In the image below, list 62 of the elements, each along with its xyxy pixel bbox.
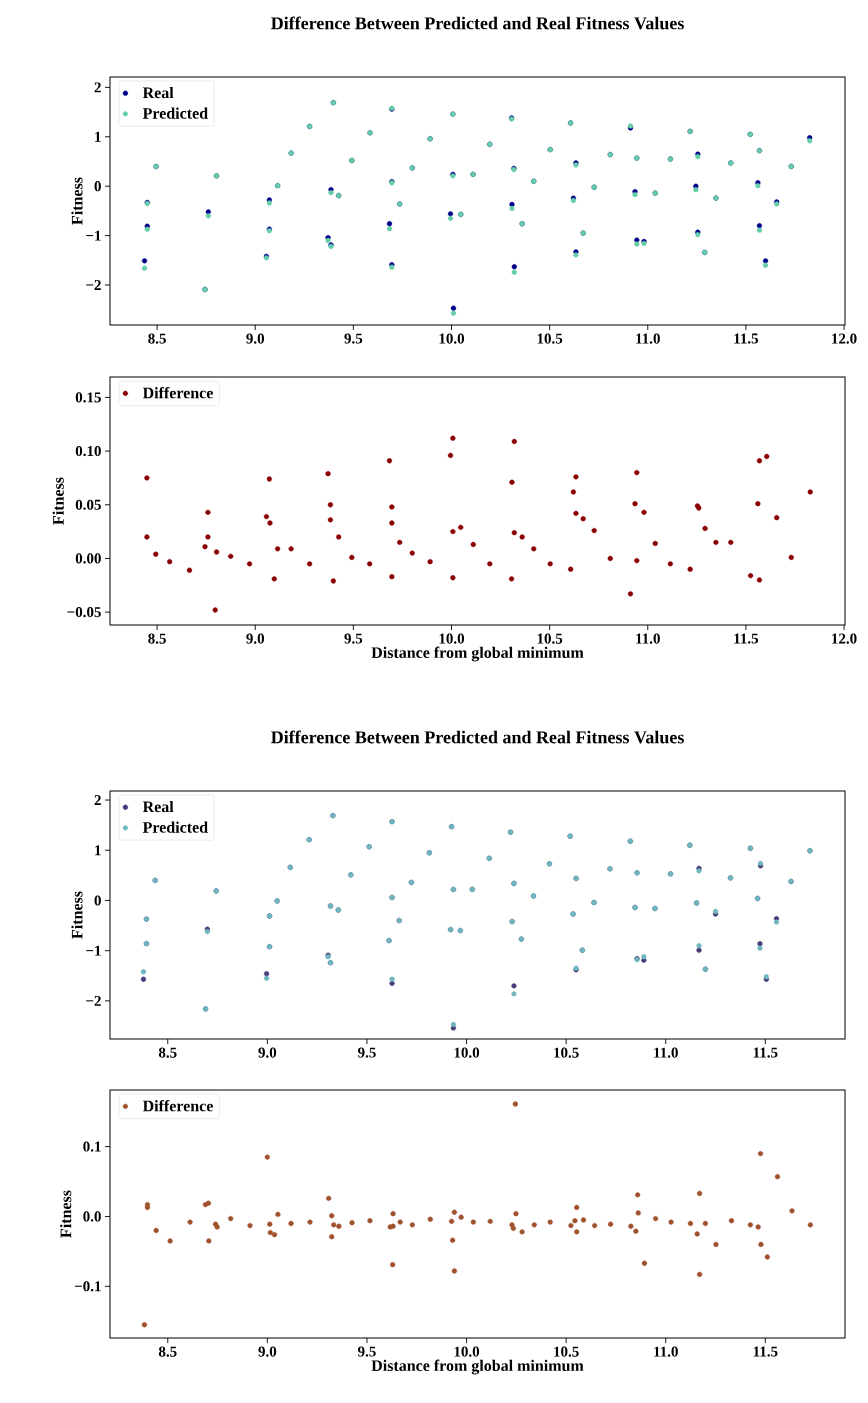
y-axis-title: Fitness [71, 177, 83, 225]
x-tick-label: 10.5 [537, 633, 563, 644]
y-tick-label: 2 [94, 795, 101, 806]
x-tick-label: 12.0 [832, 633, 857, 644]
y-tick-label: 0.1 [83, 1141, 101, 1152]
x-tick-label: 10.5 [554, 1346, 579, 1357]
legend-label: Predicted [142, 107, 208, 119]
y-tick-label: 0 [94, 895, 101, 906]
x-tick-label: 11.0 [636, 333, 660, 344]
x-tick-label: 9.0 [246, 633, 265, 644]
x-tick-label: 11.0 [654, 1047, 678, 1058]
legend-label: Real [142, 86, 174, 99]
y-tick-label: −0.05 [67, 607, 101, 618]
y-axis-title: Fitness [60, 1190, 72, 1238]
x-tick-label: 12.0 [832, 333, 857, 344]
x-tick-label: 9.5 [357, 1047, 376, 1058]
y-tick-label: 0.10 [75, 445, 101, 457]
x-tick-label: 8.5 [158, 1346, 177, 1357]
x-tick-label: 9.0 [258, 1047, 277, 1058]
y-axis-title: Fitness [52, 477, 64, 525]
x-tick-label: 10.0 [454, 1047, 480, 1058]
y-tick-label: 1 [95, 131, 101, 142]
x-tick-label: 10.0 [439, 633, 465, 644]
y-tick-label: 1 [95, 845, 101, 856]
x-axis-title: Distance from global minimum [371, 646, 584, 662]
x-tick-label: 9.0 [258, 1346, 277, 1357]
x-tick-label: 10.0 [439, 333, 465, 344]
y-tick-label: 0.15 [75, 392, 101, 403]
x-tick-label: 8.5 [148, 633, 166, 644]
y-tick-label: −1 [86, 230, 101, 241]
y-tick-label: 0.0 [83, 1211, 101, 1222]
chart-title: Difference Between Predicted and Real Fitness Values [271, 16, 684, 30]
x-tick-label: 11.5 [734, 333, 759, 344]
x-tick-label: 8.5 [158, 1047, 177, 1058]
y-tick-label: 0 [94, 181, 101, 192]
y-tick-label: 2 [94, 82, 101, 93]
legend-label: Predicted [142, 821, 208, 833]
x-tick-label: 9.5 [357, 1346, 376, 1357]
legend-label: Difference [142, 386, 213, 399]
y-tick-label: 0.00 [75, 553, 101, 564]
y-tick-label: −0.1 [74, 1281, 101, 1292]
x-tick-label: 10.5 [537, 333, 563, 344]
x-tick-label: 9.5 [344, 633, 363, 644]
x-tick-label: 9.0 [246, 333, 265, 344]
x-tick-label: 11.5 [734, 633, 759, 644]
y-axis-title: Fitness [71, 891, 83, 939]
x-tick-label: 11.0 [636, 633, 660, 644]
x-tick-label: 11.5 [753, 1047, 778, 1058]
x-tick-label: 10.0 [454, 1346, 480, 1357]
x-tick-label: 8.5 [148, 333, 166, 344]
legend-label: Difference [142, 1099, 213, 1112]
legend-label: Real [142, 800, 174, 813]
y-tick-label: −1 [86, 945, 101, 956]
chart-title: Difference Between Predicted and Real Fitness Values [271, 730, 684, 744]
x-tick-label: 10.5 [554, 1047, 579, 1058]
x-tick-label: 11.0 [654, 1346, 678, 1357]
y-tick-label: −2 [86, 995, 101, 1006]
x-tick-label: 9.5 [344, 333, 363, 344]
x-axis-title: Distance from global minimum [371, 1359, 584, 1375]
x-tick-label: 11.5 [753, 1346, 778, 1357]
y-tick-label: 0.05 [75, 499, 101, 510]
y-tick-label: −2 [86, 280, 101, 290]
